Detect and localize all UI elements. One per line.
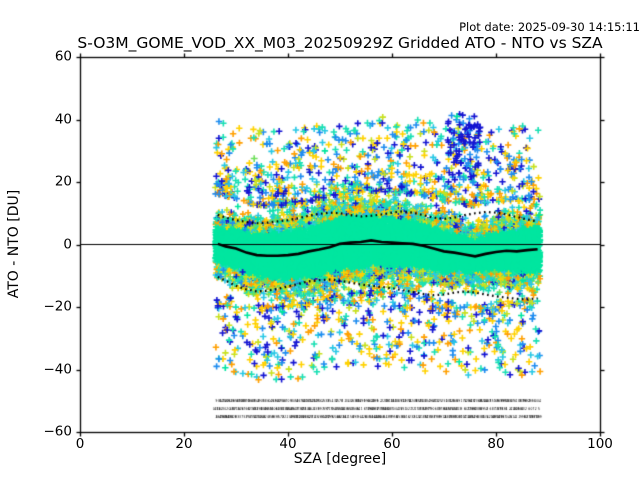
y-tick-label: 0 xyxy=(63,235,72,252)
x-tick-label: 60 xyxy=(383,436,401,452)
page-title: S-O3M_GOME_VOD_XX_M03_20250929Z Gridded … xyxy=(77,34,603,52)
x-axis-label: SZA [degree] xyxy=(293,451,387,467)
x-tick-label: 20 xyxy=(175,436,193,452)
x-tick-label: 80 xyxy=(487,436,505,452)
y-tick-label: 60 xyxy=(54,48,72,65)
plot-date-annotation: Plot date: 2025-09-30 14:15:11 xyxy=(459,20,640,34)
y-tick-label: 40 xyxy=(54,110,72,127)
y-axis-label: ATO - NTO [DU] xyxy=(6,189,22,299)
x-tick-label: 100 xyxy=(587,436,613,452)
y-tick-label: −40 xyxy=(43,360,73,377)
y-tick-label: 20 xyxy=(54,173,72,190)
x-tick-label: 0 xyxy=(75,436,85,452)
y-tick-label: −20 xyxy=(43,298,73,315)
y-tick-label: −60 xyxy=(43,423,73,440)
x-tick-label: 40 xyxy=(279,436,297,452)
